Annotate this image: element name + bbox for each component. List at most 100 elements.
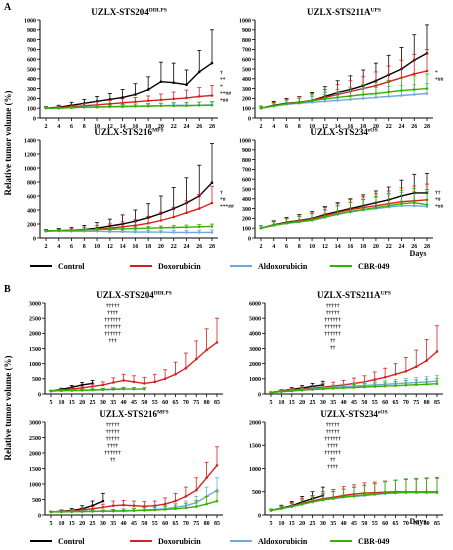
legend-label-cbr049-a: CBR-049 bbox=[358, 262, 390, 271]
x-tick-label: 10 bbox=[309, 124, 315, 130]
data-point bbox=[298, 101, 301, 105]
data-point bbox=[195, 488, 198, 492]
data-point bbox=[143, 509, 146, 512]
annotations: ††*#*## bbox=[435, 190, 444, 210]
chart-title: UZLX-STS216MFS bbox=[94, 127, 163, 137]
data-point bbox=[101, 383, 105, 387]
y-tick-label: 2000 bbox=[29, 332, 41, 338]
annotation-marker: †† bbox=[330, 345, 336, 351]
chart-title: UZLX-STS234eOS bbox=[310, 127, 377, 137]
legend-label-control-a: Control bbox=[58, 262, 85, 271]
y-tick-label: 900 bbox=[27, 28, 36, 34]
data-point bbox=[383, 491, 387, 495]
chart-title: UZLX-STS234eOS bbox=[320, 409, 387, 419]
x-tick-label: 2 bbox=[45, 124, 48, 130]
x-tick-label: 26 bbox=[196, 124, 202, 130]
annotation-marker: † bbox=[220, 190, 223, 196]
data-point bbox=[121, 105, 124, 108]
x-tick-label: 85 bbox=[434, 400, 440, 406]
data-point bbox=[425, 359, 428, 362]
y-tick-label: 600 bbox=[27, 58, 36, 64]
data-point bbox=[336, 96, 339, 99]
data-point bbox=[143, 505, 146, 508]
x-tick-label: 12 bbox=[322, 244, 328, 250]
data-point bbox=[361, 208, 365, 211]
x-tick-label: 85 bbox=[434, 521, 440, 527]
data-point bbox=[205, 348, 208, 352]
data-point bbox=[311, 388, 314, 391]
data-point bbox=[425, 490, 428, 494]
data-point bbox=[112, 388, 115, 391]
data-point bbox=[122, 387, 125, 391]
data-point bbox=[184, 366, 188, 370]
data-point bbox=[363, 385, 366, 389]
annotation-marker: †††† bbox=[327, 443, 338, 449]
y-tick-label: 700 bbox=[27, 48, 36, 54]
data-point bbox=[185, 231, 188, 234]
data-point bbox=[134, 93, 137, 96]
data-point bbox=[172, 226, 175, 229]
x-tick-label: 60 bbox=[162, 521, 168, 527]
x-tick-label: 10 bbox=[94, 244, 100, 250]
data-point bbox=[184, 495, 188, 498]
data-point bbox=[394, 491, 397, 495]
series-control bbox=[44, 143, 214, 233]
series-cbr-049 bbox=[49, 387, 147, 393]
x-tick-label: 26 bbox=[196, 244, 202, 250]
data-point bbox=[163, 508, 167, 511]
data-point bbox=[412, 88, 416, 91]
data-point bbox=[91, 385, 94, 388]
series-line bbox=[50, 388, 145, 392]
data-point bbox=[383, 384, 387, 388]
data-point bbox=[336, 212, 339, 216]
data-point bbox=[108, 105, 112, 108]
x-tick-label: 30 bbox=[100, 521, 106, 527]
data-point bbox=[215, 488, 219, 492]
data-point bbox=[172, 215, 175, 219]
x-tick-label: 15 bbox=[289, 521, 295, 527]
x-tick-label: 22 bbox=[171, 124, 177, 130]
data-point bbox=[310, 218, 314, 222]
data-point bbox=[146, 226, 150, 230]
data-point bbox=[425, 87, 429, 90]
data-point bbox=[70, 106, 73, 109]
x-tick-label: 14 bbox=[120, 244, 126, 250]
data-point bbox=[400, 204, 403, 207]
x-tick-label: 35 bbox=[330, 400, 336, 406]
data-point bbox=[394, 373, 397, 376]
series-line bbox=[50, 341, 218, 392]
data-point bbox=[425, 383, 428, 386]
series-doxorubicin bbox=[49, 317, 219, 393]
y-tick-label: 500 bbox=[252, 490, 261, 496]
y-axis-label-b: Relative tumor volume (%) bbox=[3, 355, 13, 460]
y-axis-label-a: Relative tumor volume (%) bbox=[3, 90, 13, 195]
annotation-marker: †††††† bbox=[104, 331, 121, 337]
data-point bbox=[185, 96, 188, 100]
data-point bbox=[349, 98, 352, 101]
x-tick-label: 22 bbox=[171, 244, 177, 250]
data-point bbox=[159, 104, 163, 108]
data-point bbox=[57, 229, 61, 232]
data-point bbox=[172, 104, 175, 108]
data-point bbox=[311, 500, 314, 504]
x-tick-label: 40 bbox=[121, 521, 127, 527]
y-tick-label: 0 bbox=[248, 236, 251, 242]
y-tick-label: 0 bbox=[258, 392, 261, 398]
data-point bbox=[70, 229, 73, 232]
x-tick-label: 15 bbox=[69, 521, 75, 527]
x-tick-label: 16 bbox=[347, 124, 353, 130]
y-tick-label: 400 bbox=[27, 208, 36, 214]
data-point bbox=[185, 211, 188, 215]
x-tick-label: 45 bbox=[131, 521, 137, 527]
x-tick-label: 50 bbox=[141, 521, 147, 527]
x-tick-label: 18 bbox=[360, 124, 366, 130]
y-tick-label: 3000 bbox=[29, 420, 41, 426]
x-tick-label: 12 bbox=[322, 124, 328, 130]
legend-b: Control Doxorubicin Aldoxorubicin CBR-04… bbox=[30, 537, 390, 546]
x-tick-label: 60 bbox=[382, 521, 388, 527]
y-tick-label: 4000 bbox=[249, 332, 261, 338]
data-point bbox=[159, 98, 163, 102]
x-tick-label: 28 bbox=[424, 124, 430, 130]
y-tick-label: 0 bbox=[33, 116, 36, 122]
chart-7: UZLX-STS234eOS 0 500 1000 1500 2000 5 10 15 20 25 3… bbox=[249, 409, 443, 527]
